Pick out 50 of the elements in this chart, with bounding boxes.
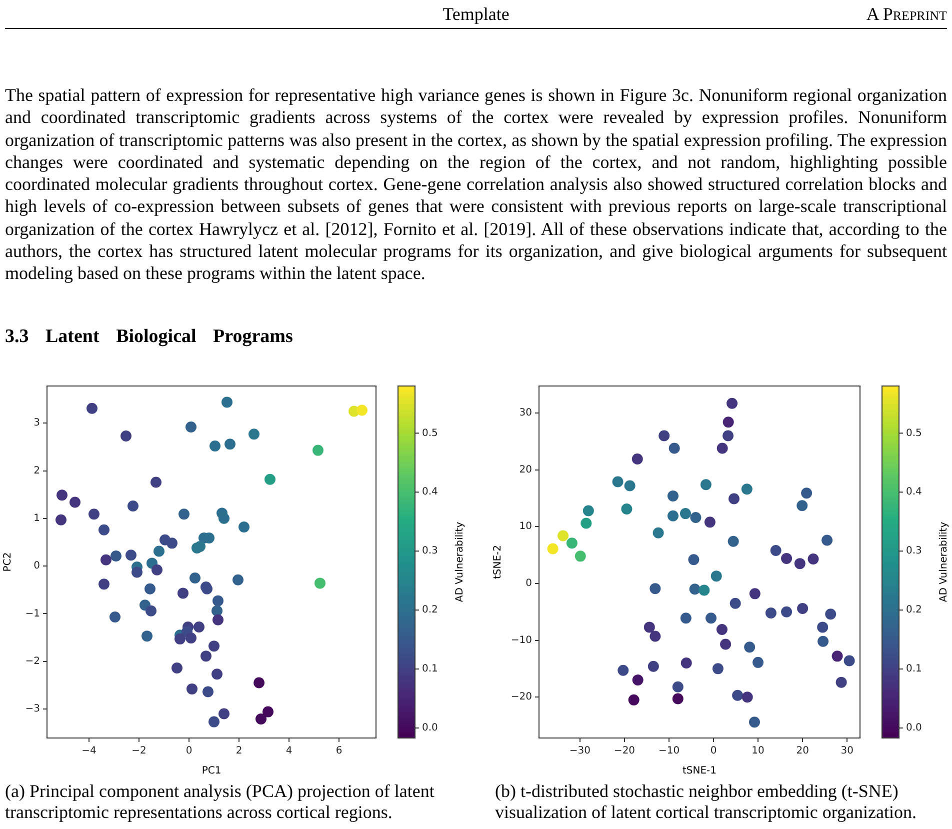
color-bar-label: 0.5 [422, 428, 438, 439]
color-bar-label: 0.2 [422, 604, 438, 616]
x-tick-label: 0 [186, 746, 192, 757]
y-tick-label: −3 [25, 704, 40, 715]
text: 3.3 Latent Biological Programs [5, 326, 293, 348]
color-bar-title: AD Vulnerability [454, 522, 466, 602]
color-bar-label: 0.3 [422, 546, 438, 557]
y-tick-label: 0 [526, 578, 532, 590]
text: (b) t-distributed stochastic neighbor embedding (t-SNE) visualization of latent cortical transcriptomic organization. [495, 781, 918, 823]
x-tick-label: −2 [132, 746, 146, 757]
y-tick-label: 30 [519, 408, 532, 419]
x-tick-label: −10 [658, 746, 680, 757]
x-tick-label: 2 [236, 746, 242, 757]
color-bar-label: 0.1 [422, 664, 438, 675]
x-axis-title: PC1 [202, 766, 222, 777]
y-tick-label: 3 [34, 418, 40, 429]
x-tick-label: 10 [752, 746, 764, 757]
y-tick-label: −20 [510, 692, 532, 703]
x-tick-label: 20 [796, 746, 809, 757]
y-tick-label: 0 [34, 560, 40, 572]
text: (a) Principal component analysis (PCA) projection of latent transcriptomic representations across cortical regions. [5, 781, 436, 823]
color-bar-label: 0.1 [906, 664, 922, 675]
y-axis-title: tSNE-2 [492, 544, 504, 580]
color-bar-label: 0.2 [906, 604, 922, 616]
y-tick-label: 2 [34, 465, 40, 476]
x-tick-label: 30 [840, 746, 854, 757]
color-bar-label: 0.3 [906, 546, 922, 557]
text: A Preprint [866, 4, 947, 25]
color-bar-title: AD Vulnerability [938, 522, 950, 602]
color-bar-label: 0.4 [422, 486, 438, 498]
y-tick-label: 10 [519, 521, 532, 532]
x-tick-label: 0 [710, 746, 717, 757]
x-tick-label: −30 [569, 746, 591, 757]
x-tick-label: 6 [336, 746, 342, 757]
x-tick-label: −20 [614, 746, 636, 757]
text: The spatial pattern of expression for representative high variance genes is shown in Figure 3c. Nonuniform regional organization and coordinated transcriptomic gradients across systems of the cortex were revealed by expression profiles. Nonuniform organization of transcriptomic patterns was also present in the cortex, as shown by the spatial expression profiling. The expression changes were coordinated and systematic depending on the region of the cortex, and not random, highlighting possible coordinated molecular gradients throughout cortex. Gene-gene correlation analysis also showed structured correlation blocks and high levels of co-expression between subsets of genes that were consistent with previous reports on large-scale transcriptional organization of the cortex Hawrylycz et al. [2012], Fornito et al. [2019]. All of these observations indicate that, according to the authors, the cortex has structured latent molecular programs for its organization, and give biological arguments for subsequent modeling based on these programs within the latent space. [5, 85, 947, 284]
y-tick-label: −1 [25, 608, 40, 620]
y-axis-title: PC2 [2, 552, 14, 572]
x-tick-label: −4 [82, 746, 96, 757]
color-bar-label: 0.4 [906, 486, 922, 498]
color-bar-label: 0.0 [422, 722, 438, 734]
color-bar-label: 0.0 [906, 722, 922, 734]
x-axis-title: tSNE-1 [682, 766, 717, 777]
x-tick-label: 4 [286, 746, 292, 757]
color-bar-label: 0.5 [906, 428, 922, 439]
y-tick-label: 20 [519, 464, 532, 476]
y-tick-label: 1 [34, 513, 40, 524]
text: Template [442, 4, 510, 24]
y-tick-label: −10 [510, 634, 532, 646]
y-tick-label: −2 [25, 656, 40, 667]
